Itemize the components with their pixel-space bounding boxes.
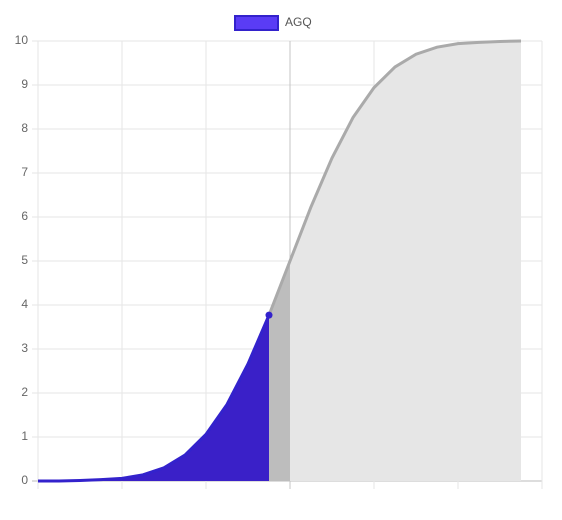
y-tick-label: 9 xyxy=(21,77,28,91)
rest-area-fill xyxy=(269,41,521,481)
y-tick-label: 1 xyxy=(21,429,28,443)
y-tick-label: 8 xyxy=(21,121,28,135)
current-band xyxy=(269,261,290,481)
rest-area-line xyxy=(267,39,522,316)
y-tick-label: 0 xyxy=(21,473,28,487)
highlight-area-line xyxy=(38,314,271,483)
y-tick-label: 2 xyxy=(21,385,28,399)
highlight-area-fill xyxy=(38,315,269,481)
legend-swatch xyxy=(234,15,279,31)
y-tick-label: 5 xyxy=(21,253,28,267)
y-tick-label: 3 xyxy=(21,341,28,355)
plot xyxy=(38,39,522,483)
y-tick-label: 7 xyxy=(21,165,28,179)
highlight-point xyxy=(265,311,273,319)
y-tick-label: 10 xyxy=(15,33,29,47)
legend-label: AGQ xyxy=(285,15,312,29)
grid xyxy=(32,40,543,489)
y-tick-label: 6 xyxy=(21,209,28,223)
y-tick-label: 4 xyxy=(21,297,28,311)
